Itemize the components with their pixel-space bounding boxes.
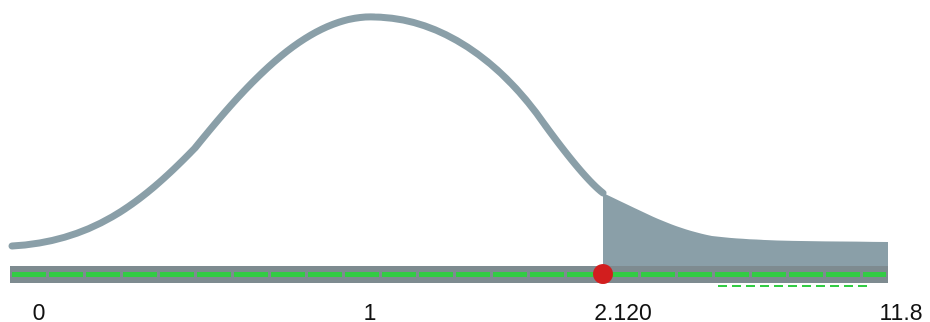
x-tick-label-0: 0 <box>33 299 46 322</box>
right-tail-shaded-area <box>603 193 888 268</box>
x-tick-label-1: 1 <box>364 299 377 322</box>
x-tick-label-max: 11.8 <box>879 299 922 322</box>
x-axis <box>10 266 888 287</box>
x-axis-tick-labels: 0 1 2.120 11.8 <box>33 299 923 322</box>
density-curve <box>8 13 607 250</box>
x-tick-label-critical: 2.120 <box>594 299 652 322</box>
critical-value-marker <box>593 264 613 284</box>
